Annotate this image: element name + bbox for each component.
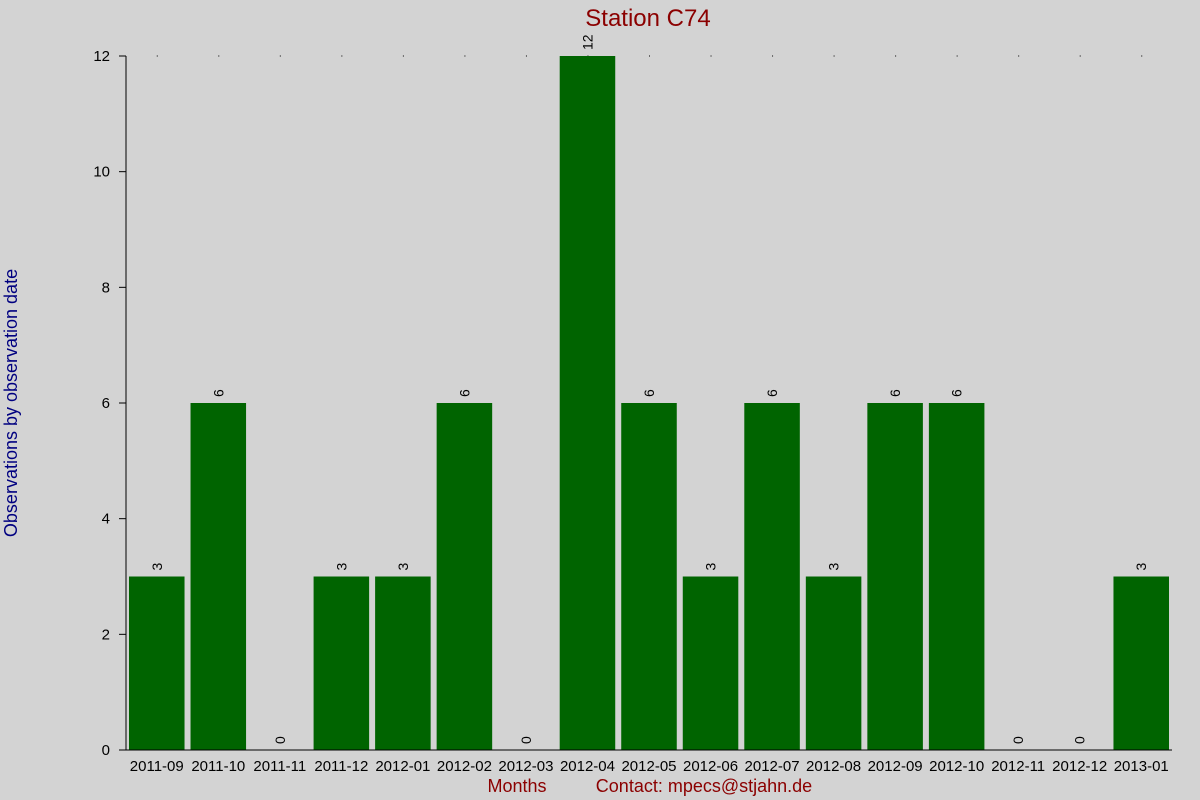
x-tick-label: 2011-12 (314, 758, 368, 775)
data-label: 3 (703, 563, 719, 571)
data-label: 6 (764, 389, 780, 397)
data-label: 6 (210, 389, 226, 397)
x-tick-label: 2012-02 (437, 758, 492, 775)
bar (1113, 576, 1169, 750)
axes-layer: 2011-09 2011-10 2011-11 2011-12 2012-01 2012-… (93, 48, 1172, 775)
bar (744, 403, 800, 750)
bar (129, 576, 185, 750)
x-tick-label: 2012-07 (745, 758, 800, 775)
x-tick-label: 2012-08 (806, 758, 861, 775)
x-tick-label: 2012-09 (868, 758, 923, 775)
x-tick-label: 2012-05 (621, 758, 676, 775)
data-label: 0 (1010, 736, 1026, 744)
data-label: 0 (518, 736, 534, 744)
bar (867, 403, 923, 750)
data-label: 3 (395, 563, 411, 571)
x-tick-label: 2011-10 (191, 758, 245, 775)
x-tick-label: 2012-06 (683, 758, 738, 775)
x-tick-label: 2012-03 (498, 758, 553, 775)
y-tick-label: 0 (102, 742, 110, 759)
data-label: 6 (887, 389, 903, 397)
x-tick-label: 2012-10 (929, 758, 984, 775)
data-label: 3 (333, 563, 349, 571)
y-tick-label: 12 (93, 48, 110, 65)
y-tick-label: 2 (102, 626, 110, 643)
x-tick-label: 2013-01 (1114, 758, 1169, 775)
data-label: 0 (1072, 736, 1088, 744)
data-label: 6 (456, 389, 472, 397)
data-label: 12 (579, 34, 595, 50)
chart-title: Station C74 (585, 5, 710, 32)
x-axis-label: Months (487, 776, 546, 796)
data-label: 0 (272, 736, 288, 744)
y-tick-label: 8 (102, 279, 110, 296)
y-tick-label: 10 (93, 164, 110, 181)
x-tick-label: 2012-12 (1052, 758, 1107, 775)
bar (928, 403, 985, 750)
x-tick-label: 2011-11 (253, 758, 306, 775)
x-tick-label: 2012-04 (560, 758, 615, 775)
y-tick-label: 6 (102, 395, 110, 412)
y-tick-label: 4 (102, 511, 110, 528)
x-tick-label: 2012-11 (991, 758, 1045, 775)
x-tick-label: 2011-09 (130, 758, 184, 775)
bars-layer: 3 6 0 3 3 6 0 12 6 3 6 3 6 6 0 0 3 (129, 34, 1169, 750)
x-tick-label: 2012-01 (375, 758, 430, 775)
data-label: 3 (826, 563, 842, 571)
data-label: 6 (949, 389, 965, 397)
bar (805, 576, 862, 750)
bar (682, 576, 739, 750)
bar (436, 403, 493, 750)
data-label: 3 (149, 563, 165, 571)
bar (190, 403, 247, 750)
data-label: 3 (1133, 563, 1149, 571)
bar (375, 576, 431, 750)
y-axis-label: Observations by observation date (1, 269, 21, 537)
data-label: 6 (641, 389, 657, 397)
contact-text: Contact: mpecs@stjahn.de (596, 776, 812, 796)
bar (621, 403, 677, 750)
bar (559, 56, 616, 750)
bar (313, 576, 370, 750)
